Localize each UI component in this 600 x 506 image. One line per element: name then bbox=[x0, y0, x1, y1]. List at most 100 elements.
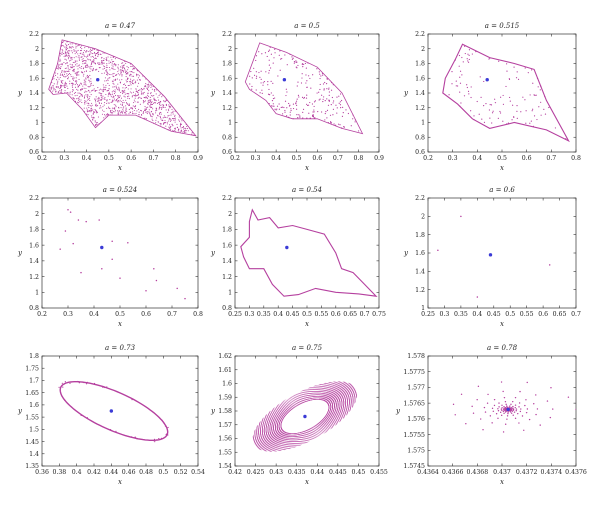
orbit-point bbox=[60, 52, 62, 54]
orbit-point bbox=[462, 61, 464, 63]
orbit-point bbox=[326, 98, 328, 100]
orbit-point bbox=[143, 76, 145, 78]
orbit-point bbox=[122, 87, 124, 89]
orbit-point bbox=[257, 430, 284, 449]
orbit-point bbox=[481, 118, 483, 120]
orbit-point bbox=[145, 108, 147, 110]
y-tick-label: 1.578 bbox=[407, 353, 425, 360]
orbit-point bbox=[526, 381, 528, 384]
orbit-point bbox=[79, 56, 81, 58]
orbit-point bbox=[524, 67, 526, 69]
orbit-point bbox=[96, 49, 98, 52]
orbit-point bbox=[533, 115, 536, 117]
orbit-point bbox=[82, 60, 84, 62]
orbit-point bbox=[127, 88, 129, 90]
x-tick-label: 0.35 bbox=[257, 311, 271, 318]
y-tick-label: 1.576 bbox=[407, 416, 425, 423]
orbit-point bbox=[543, 108, 545, 110]
orbit-point bbox=[164, 116, 167, 118]
orbit-point bbox=[108, 62, 110, 64]
x-tick-label: 0.35 bbox=[454, 311, 468, 318]
orbit-point bbox=[339, 101, 342, 103]
orbit-point bbox=[61, 44, 63, 46]
orbit-point bbox=[83, 55, 85, 57]
orbit-point bbox=[117, 73, 119, 75]
orbit-point bbox=[171, 118, 174, 120]
orbit-point bbox=[497, 117, 499, 119]
x-tick-label: 0.7 bbox=[360, 311, 370, 318]
orbit-point bbox=[529, 94, 531, 96]
orbit-point bbox=[307, 429, 310, 442]
orbit-point bbox=[263, 415, 286, 418]
orbit-point bbox=[181, 120, 183, 122]
orbit-point bbox=[507, 412, 509, 415]
y-tick-label: 0.6 bbox=[415, 149, 425, 156]
orbit-point bbox=[468, 49, 471, 51]
orbit-point bbox=[319, 88, 321, 91]
orbit-point bbox=[319, 421, 336, 426]
orbit-point bbox=[276, 108, 278, 110]
orbit-point bbox=[464, 52, 466, 55]
orbit-point bbox=[87, 54, 89, 56]
orbit-point bbox=[326, 385, 354, 403]
orbit-point bbox=[332, 84, 334, 86]
orbit-point bbox=[114, 78, 116, 80]
orbit-point bbox=[72, 97, 74, 99]
orbit-point bbox=[112, 66, 114, 68]
orbit-point bbox=[314, 425, 326, 433]
y-tick-label: 2 bbox=[421, 46, 425, 53]
subplot-title: a = 0.5 bbox=[294, 22, 320, 30]
orbit-point bbox=[76, 72, 78, 74]
orbit-point bbox=[167, 108, 170, 110]
x-tick-label: 0.4366 bbox=[442, 469, 464, 476]
orbit-point bbox=[131, 95, 133, 97]
orbit-point bbox=[121, 79, 123, 81]
orbit-point bbox=[160, 123, 162, 125]
orbit-point bbox=[107, 82, 109, 85]
orbit-point bbox=[110, 56, 112, 58]
orbit-point bbox=[254, 429, 283, 446]
orbit-point bbox=[85, 81, 87, 83]
orbit-point bbox=[117, 71, 119, 73]
orbit-point bbox=[536, 118, 538, 121]
orbit-point bbox=[80, 82, 82, 84]
orbit-point bbox=[65, 67, 67, 69]
orbit-point bbox=[150, 106, 152, 108]
orbit-point bbox=[487, 393, 489, 396]
orbit-point bbox=[84, 80, 86, 82]
orbit-point bbox=[338, 95, 340, 97]
x-tick-label: 0.55 bbox=[520, 311, 534, 318]
orbit-point bbox=[323, 416, 346, 419]
orbit-point bbox=[118, 69, 120, 71]
orbit-point bbox=[520, 111, 522, 113]
orbit-point bbox=[254, 428, 283, 445]
orbit-point bbox=[305, 82, 307, 84]
orbit-point bbox=[85, 87, 87, 89]
orbit-point bbox=[540, 114, 542, 116]
orbit-point bbox=[59, 91, 61, 93]
orbit-point bbox=[178, 128, 180, 130]
orbit-point bbox=[86, 113, 88, 115]
orbit-point bbox=[76, 88, 78, 90]
orbit-point bbox=[124, 69, 126, 71]
orbit-point bbox=[61, 63, 63, 65]
orbit-point bbox=[535, 94, 537, 96]
fixed-point-marker bbox=[96, 78, 100, 82]
orbit-point bbox=[85, 84, 87, 86]
orbit-point bbox=[260, 70, 262, 72]
orbit-point bbox=[123, 90, 125, 92]
orbit-point bbox=[185, 123, 187, 125]
orbit-point bbox=[97, 100, 99, 102]
orbit-point bbox=[249, 75, 251, 77]
orbit-point bbox=[95, 104, 97, 106]
orbit-point bbox=[142, 111, 145, 113]
y-tick-label: 1.6 bbox=[29, 402, 39, 409]
orbit-point bbox=[268, 72, 270, 74]
orbit-point bbox=[350, 125, 352, 127]
x-tick-label: 0.42 bbox=[228, 469, 242, 476]
orbit-point bbox=[116, 99, 118, 101]
orbit-point bbox=[505, 403, 507, 406]
orbit-point bbox=[253, 427, 282, 443]
y-tick-label: 1.4 bbox=[222, 258, 232, 265]
orbit-point bbox=[357, 130, 360, 132]
